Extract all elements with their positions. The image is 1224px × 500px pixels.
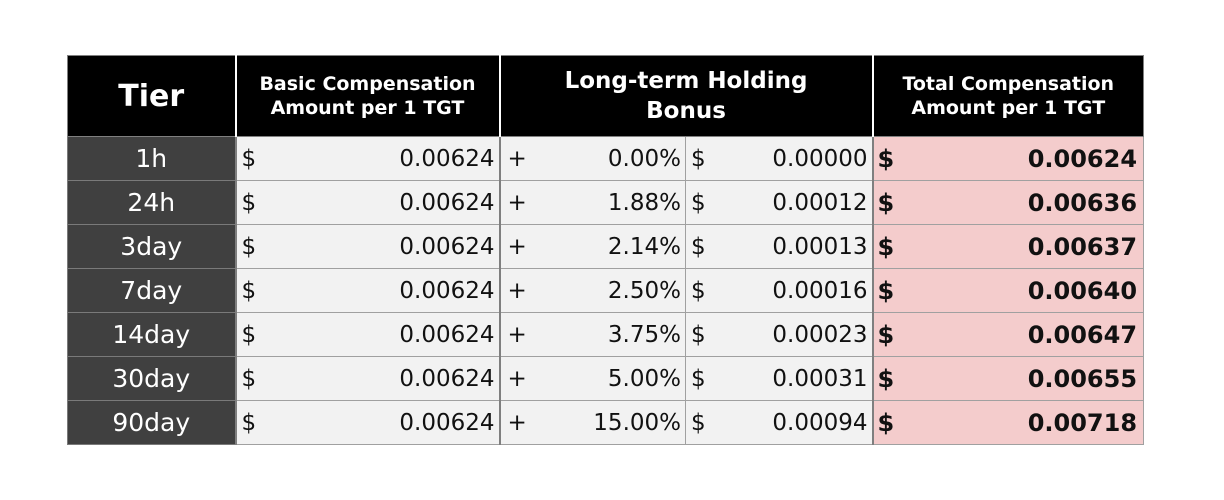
- table-row: 24h $0.00624 +1.88% $0.00012 $0.00636: [67, 180, 1145, 225]
- basic-amount-cell: 0.00624: [261, 356, 500, 401]
- total-dollar-sign: $: [871, 356, 899, 401]
- total-amount-cell: 0.00624: [898, 136, 1145, 181]
- bonus-amount-cell: 0.00013: [711, 224, 873, 269]
- bonus-amount-cell: 0.00031: [711, 356, 873, 401]
- header-total-line-1: Total Compensation: [902, 73, 1115, 95]
- total-amount-cell: 0.00718: [898, 400, 1145, 445]
- bonus-amount-cell: 0.00023: [711, 312, 873, 357]
- header-tier: Tier: [67, 55, 236, 137]
- header-long-term-line-2: Bonus: [646, 98, 726, 124]
- bonus-percent-cell: 5.00%: [527, 356, 686, 401]
- basic-amount-cell: 0.00624: [261, 268, 500, 313]
- table-row: 1h $0.00624 +0.00% $0.00000 $0.00624: [67, 136, 1145, 181]
- bonus-percent-cell: 3.75%: [527, 312, 686, 357]
- plus-sign: +: [498, 312, 528, 357]
- total-dollar-sign: $: [871, 180, 899, 225]
- bonus-percent-cell: 2.14%: [527, 224, 686, 269]
- compensation-table-container: Tier Basic Compensation Amount per 1 TGT…: [67, 55, 1145, 445]
- basic-dollar-sign: $: [234, 180, 262, 225]
- bonus-dollar-sign: $: [685, 268, 712, 313]
- header-total-compensation: Total Compensation Amount per 1 TGT: [871, 55, 1145, 137]
- basic-dollar-sign: $: [234, 136, 262, 181]
- total-amount-cell: 0.00637: [898, 224, 1145, 269]
- basic-dollar-sign: $: [234, 312, 262, 357]
- bonus-percent-cell: 0.00%: [527, 136, 686, 181]
- header-total-line-2: Amount per 1 TGT: [911, 97, 1106, 119]
- header-long-term-bonus: Long-term Holding Bonus: [498, 55, 873, 137]
- header-basic-line-1: Basic Compensation: [259, 73, 476, 95]
- table-row: 7day $0.00624 +2.50% $0.00016 $0.00640: [67, 268, 1145, 313]
- tier-cell: 24h: [67, 180, 236, 225]
- table-body: 1h $0.00624 +0.00% $0.00000 $0.00624 24h $0.00…: [67, 136, 1145, 445]
- basic-dollar-sign: $: [234, 224, 262, 269]
- tier-cell: 30day: [67, 356, 236, 401]
- bonus-dollar-sign: $: [685, 180, 712, 225]
- total-dollar-sign: $: [871, 136, 899, 181]
- plus-sign: +: [498, 180, 528, 225]
- total-dollar-sign: $: [871, 268, 899, 313]
- bonus-dollar-sign: $: [685, 136, 712, 181]
- tier-cell: 14day: [67, 312, 236, 357]
- total-amount-cell: 0.00647: [898, 312, 1145, 357]
- table-row: 3day $0.00624 +2.14% $0.00013 $0.00637: [67, 224, 1145, 269]
- total-dollar-sign: $: [871, 400, 899, 445]
- header-long-term-line-1: Long-term Holding: [564, 68, 808, 94]
- bonus-amount-cell: 0.00012: [711, 180, 873, 225]
- basic-amount-cell: 0.00624: [261, 312, 500, 357]
- header-basic-line-2: Amount per 1 TGT: [270, 97, 465, 119]
- bonus-percent-cell: 1.88%: [527, 180, 686, 225]
- bonus-dollar-sign: $: [685, 224, 712, 269]
- basic-dollar-sign: $: [234, 356, 262, 401]
- tier-cell: 7day: [67, 268, 236, 313]
- basic-dollar-sign: $: [234, 400, 262, 445]
- bonus-amount-cell: 0.00016: [711, 268, 873, 313]
- total-amount-cell: 0.00655: [898, 356, 1145, 401]
- total-amount-cell: 0.00640: [898, 268, 1145, 313]
- total-dollar-sign: $: [871, 312, 899, 357]
- tier-cell: 3day: [67, 224, 236, 269]
- bonus-percent-cell: 15.00%: [527, 400, 686, 445]
- plus-sign: +: [498, 356, 528, 401]
- bonus-amount-cell: 0.00094: [711, 400, 873, 445]
- total-amount-cell: 0.00636: [898, 180, 1145, 225]
- bonus-dollar-sign: $: [685, 312, 712, 357]
- bonus-dollar-sign: $: [685, 356, 712, 401]
- basic-amount-cell: 0.00624: [261, 224, 500, 269]
- tier-cell: 1h: [67, 136, 236, 181]
- plus-sign: +: [498, 136, 528, 181]
- table-row: 90day $0.00624 +15.00% $0.00094 $0.00718: [67, 400, 1145, 445]
- bonus-percent-cell: 2.50%: [527, 268, 686, 313]
- plus-sign: +: [498, 400, 528, 445]
- bonus-amount-cell: 0.00000: [711, 136, 873, 181]
- table-row: 14day $0.00624 +3.75% $0.00023 $0.00647: [67, 312, 1145, 357]
- basic-amount-cell: 0.00624: [261, 400, 500, 445]
- basic-dollar-sign: $: [234, 268, 262, 313]
- basic-amount-cell: 0.00624: [261, 136, 500, 181]
- table-row: 30day $0.00624 +5.00% $0.00031 $0.00655: [67, 356, 1145, 401]
- bonus-dollar-sign: $: [685, 400, 712, 445]
- header-row: Tier Basic Compensation Amount per 1 TGT…: [67, 55, 1145, 137]
- tier-cell: 90day: [67, 400, 236, 445]
- header-basic-compensation: Basic Compensation Amount per 1 TGT: [234, 55, 500, 137]
- total-dollar-sign: $: [871, 224, 899, 269]
- plus-sign: +: [498, 268, 528, 313]
- compensation-table: Tier Basic Compensation Amount per 1 TGT…: [67, 55, 1145, 445]
- plus-sign: +: [498, 224, 528, 269]
- basic-amount-cell: 0.00624: [261, 180, 500, 225]
